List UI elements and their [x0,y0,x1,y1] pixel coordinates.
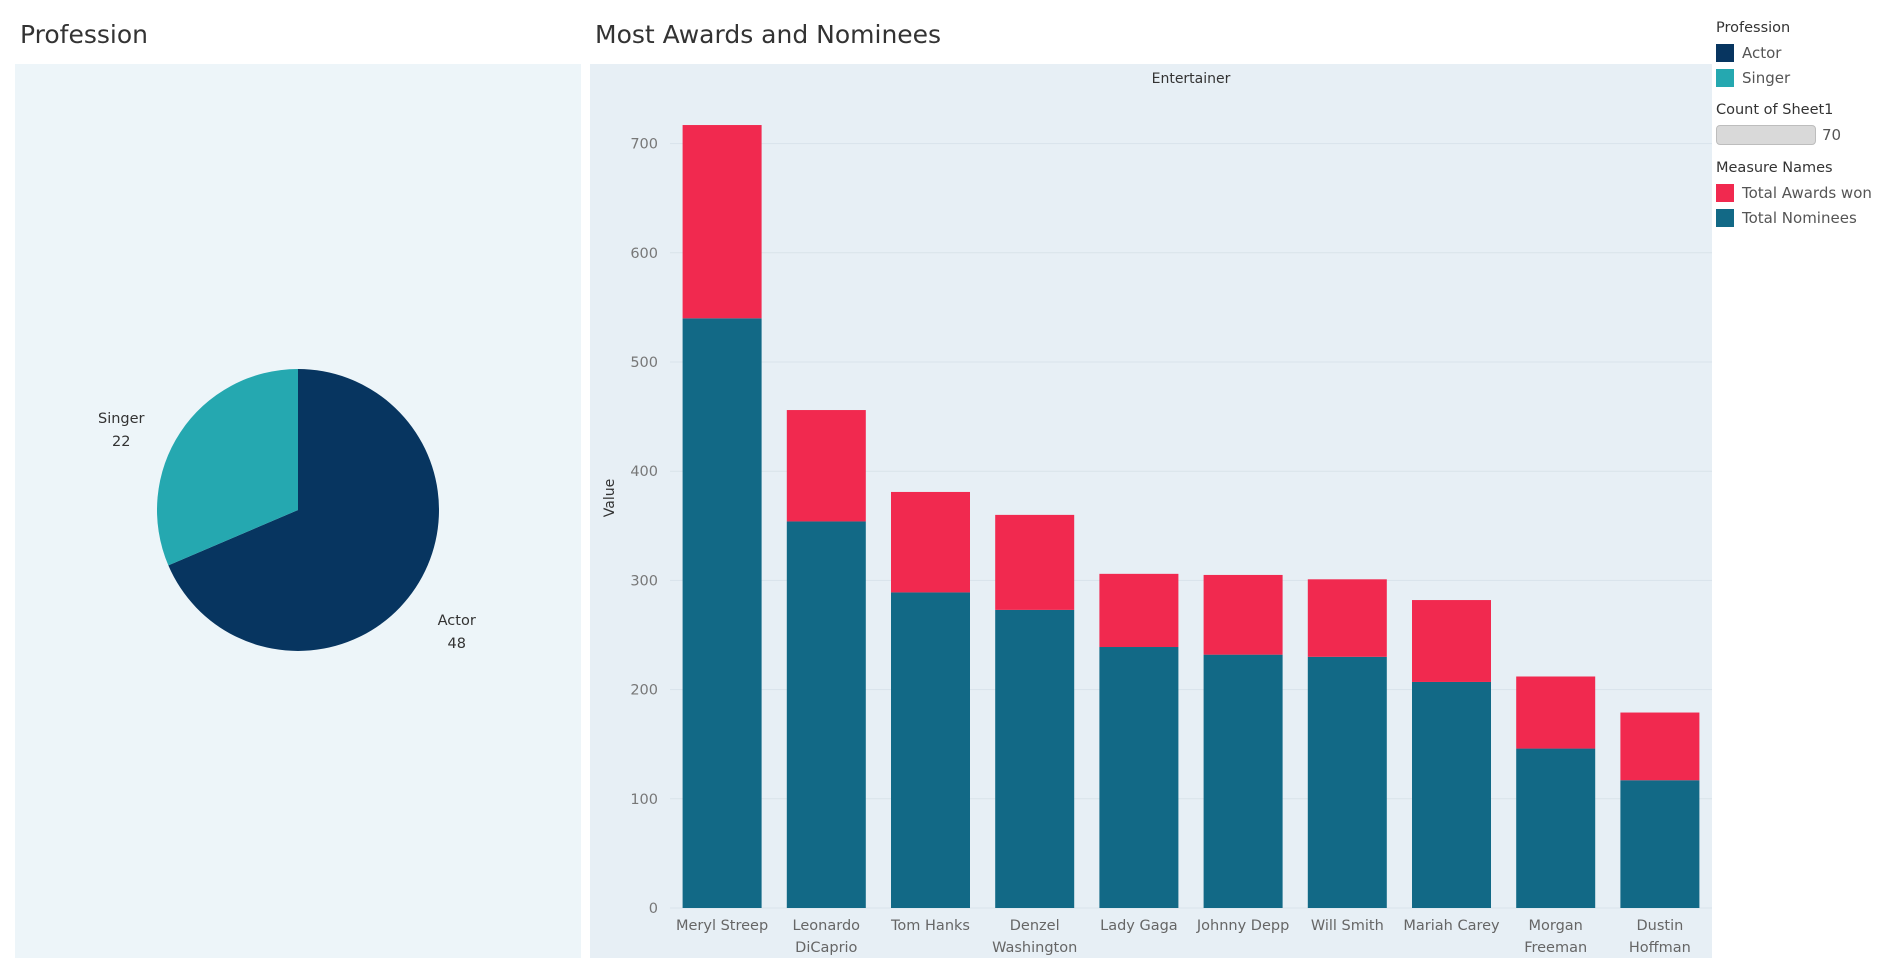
x-tick-label-mariah-carey: Mariah Carey [1403,918,1500,934]
y-tick-label-300: 300 [630,573,658,589]
legend-item-singer[interactable]: Singer [1716,65,1902,90]
legend-label-total-nominees: Total Nominees [1742,208,1857,227]
measure-legend: Measure Names Total Awards won Total Nom… [1716,160,1902,230]
bar-total-nominees-dustin-hoffman[interactable] [1620,780,1700,908]
column-header: Entertainer [1152,71,1231,87]
bar-total-awards-won-denzel-washington[interactable] [995,514,1075,610]
size-legend: Count of Sheet1 70 [1716,102,1902,148]
bar-total-nominees-morgan-freeman[interactable] [1516,748,1596,908]
y-tick-label-500: 500 [630,355,658,371]
pie-chart-panel: Actor 48 Singer 22 [15,64,581,958]
bar-total-nominees-mariah-carey[interactable] [1412,681,1491,908]
bar-total-nominees-will-smith[interactable] [1307,656,1387,908]
y-tick-label-100: 100 [630,792,658,808]
bar-total-awards-won-leonardo-dicaprio[interactable] [786,410,866,522]
pie-slice-actor[interactable] [168,369,440,651]
bar-total-nominees-meryl-streep[interactable] [682,318,762,908]
legend-item-total-awards-won[interactable]: Total Awards won [1716,180,1902,205]
legend-label-actor: Actor [1742,43,1782,62]
y-tick-label-0: 0 [649,901,658,917]
x-tick-label-morgan-freeman-line1: Morgan [1529,918,1583,934]
profession-legend: Profession Actor Singer [1716,20,1902,90]
pie-value-singer: 22 [112,434,130,450]
bar-total-nominees-leonardo-dicaprio[interactable] [786,521,866,908]
legend-panel: Profession Actor Singer Count of Sheet1 … [1716,20,1902,242]
pie-label-actor: Actor [438,613,476,629]
pie-value-actor: 48 [448,636,466,652]
x-tick-label-denzel-washington-line1: Denzel [1010,918,1060,934]
x-tick-label-leonardo-dicaprio-line1: Leonardo [793,918,861,934]
x-tick-label-dustin-hoffman-line2: Hoffman [1629,940,1691,956]
legend-swatch-singer [1716,68,1734,87]
size-legend-value: 70 [1822,126,1842,144]
x-tick-label-meryl-streep: Meryl Streep [676,918,768,934]
y-tick-label-400: 400 [630,464,658,480]
legend-item-total-nominees[interactable]: Total Nominees [1716,205,1902,230]
bar-total-awards-won-johnny-depp[interactable] [1203,574,1283,655]
pie-slice-singer[interactable] [157,369,298,566]
legend-swatch-total-awards-won [1716,183,1734,202]
size-legend-item[interactable]: 70 [1716,122,1902,148]
pie-label-singer: Singer [98,411,145,427]
legend-label-total-awards-won: Total Awards won [1742,183,1872,202]
bar-chart-panel: Entertainer 0 100 200 300 400 500 600 700 Value Me… [590,64,1712,958]
bar-total-awards-won-mariah-carey[interactable] [1412,600,1491,682]
x-tick-label-denzel-washington-line2: Washington [992,940,1077,956]
bar-total-awards-won-meryl-streep[interactable] [682,125,762,319]
x-tick-label-leonardo-dicaprio-line2: DiCaprio [795,940,857,956]
bar-total-awards-won-will-smith[interactable] [1307,579,1387,657]
bar-total-awards-won-lady-gaga[interactable] [1099,573,1179,648]
x-tick-label-tom-hanks: Tom Hanks [890,918,970,934]
x-tick-label-johnny-depp: Johnny Depp [1196,918,1289,934]
measure-legend-title: Measure Names [1716,160,1833,176]
y-tick-label-600: 600 [630,246,658,262]
x-tick-label-will-smith: Will Smith [1311,918,1384,934]
y-axis-title: Value [602,479,618,517]
legend-swatch-total-nominees [1716,208,1734,227]
y-tick-label-200: 200 [630,683,658,699]
legend-label-singer: Singer [1742,68,1791,87]
stacked-bar-chart[interactable]: Entertainer 0 100 200 300 400 500 600 700 Value Me… [590,64,1712,958]
bar-total-nominees-denzel-washington[interactable] [995,609,1075,908]
y-tick-label-700: 700 [630,137,658,153]
bar-total-nominees-lady-gaga[interactable] [1099,647,1179,908]
x-tick-label-morgan-freeman-line2: Freeman [1524,940,1587,956]
legend-item-actor[interactable]: Actor [1716,40,1902,65]
size-legend-title: Count of Sheet1 [1716,102,1834,118]
x-tick-label-dustin-hoffman-line1: Dustin [1636,918,1683,934]
bar-total-nominees-tom-hanks[interactable] [891,592,970,908]
legend-swatch-actor [1716,43,1734,62]
x-tick-label-lady-gaga: Lady Gaga [1100,918,1178,934]
bar-total-awards-won-dustin-hoffman[interactable] [1620,712,1700,781]
profession-legend-title: Profession [1716,20,1791,36]
size-legend-bar [1716,125,1816,145]
bar-total-nominees-johnny-depp[interactable] [1203,654,1283,908]
bar-chart-title: Most Awards and Nominees [595,20,942,49]
pie-chart-title: Profession [20,20,148,49]
bar-total-awards-won-tom-hanks[interactable] [891,491,970,593]
pie-chart[interactable]: Actor 48 Singer 22 [15,64,581,958]
bar-total-awards-won-morgan-freeman[interactable] [1516,676,1596,749]
